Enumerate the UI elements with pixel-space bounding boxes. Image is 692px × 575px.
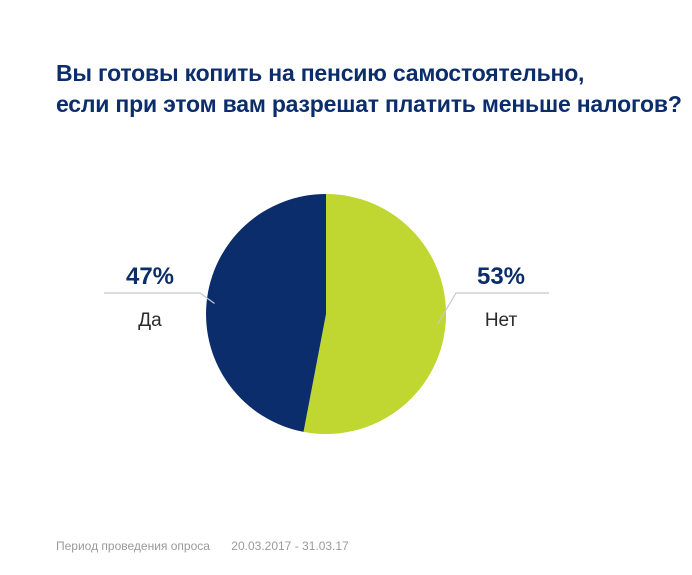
survey-period-label: Период проведения опроса xyxy=(56,539,210,553)
slice-percent-yes: 47% xyxy=(126,263,174,290)
chart-title-line-2: если при этом вам разрешат платить меньш… xyxy=(56,91,682,117)
slice-label-yes: Да xyxy=(138,310,162,331)
leader-line-no xyxy=(436,292,549,325)
slice-percent-no: 53% xyxy=(477,263,525,290)
survey-period-value: 20.03.2017 - 31.03.17 xyxy=(231,539,349,553)
chart-title-line-1: Вы готовы копить на пенсию самостоятельн… xyxy=(56,60,585,86)
chart-title: Вы готовы копить на пенсию самостоятельн… xyxy=(56,58,682,120)
pie-slice-yes xyxy=(206,194,326,432)
leader-line-yes xyxy=(104,292,215,304)
pie-slice-no xyxy=(303,194,447,434)
slice-label-no: Нет xyxy=(485,310,518,331)
survey-period: Период проведения опроса 20.03.2017 - 31… xyxy=(56,539,349,553)
